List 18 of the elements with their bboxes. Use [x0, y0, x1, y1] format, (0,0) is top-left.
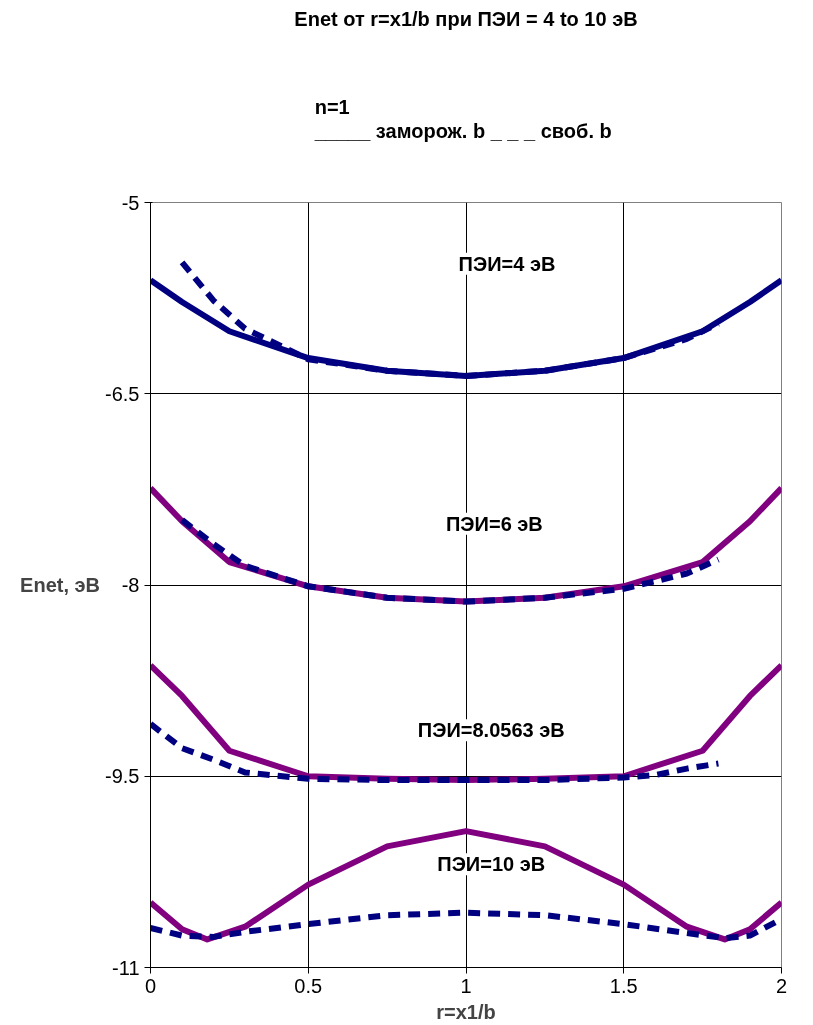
annotation: ПЭИ=6 эВ — [445, 512, 543, 535]
chart-subtitle: n=1 _____ заморож. b _ _ _ своб. b — [313, 96, 612, 143]
y-tick-label: -6.5 — [105, 382, 140, 405]
x-tick-label: 0 — [144, 974, 157, 997]
annotation: ПЭИ=4 эВ — [458, 252, 556, 275]
x-axis-title: r=x1/b — [436, 1000, 496, 1023]
y-tick-label: -5 — [121, 191, 140, 214]
y-axis-title: Enet, эВ — [20, 574, 101, 596]
y-tick-label: -8 — [121, 574, 140, 596]
x-tick-label: 2 — [775, 974, 788, 997]
x-tick-label: 1 — [460, 974, 472, 997]
x-tick-label: 1.5 — [609, 974, 638, 997]
y-tick-label: -9.5 — [105, 765, 140, 788]
annotation: ПЭИ=8.0563 эВ — [417, 719, 565, 742]
chart-title: Enet от r=x1/b при ПЭИ = 4 to 10 эВ — [294, 7, 638, 30]
annotation: ПЭИ=10 эВ — [437, 853, 546, 876]
y-tick-label: -11 — [112, 956, 140, 979]
x-tick-label: 0.5 — [294, 974, 323, 997]
